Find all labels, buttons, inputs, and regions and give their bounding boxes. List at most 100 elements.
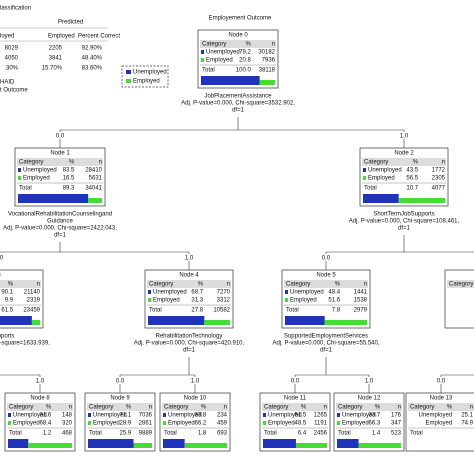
table-note: t Outcome — [0, 88, 28, 94]
node-cell: 34041 — [85, 186, 102, 192]
node-label: Node 12 — [358, 396, 381, 402]
employed-bar — [295, 443, 327, 448]
node-cell: Total — [364, 186, 377, 192]
node-cell: 68.7 — [191, 290, 203, 296]
node-cell: 693 — [217, 431, 228, 437]
node-header — [336, 403, 402, 411]
node-cell: 16.5 — [63, 176, 75, 182]
node-cell: 9.9 — [5, 298, 14, 304]
split-text: Adj. P-value=0.000, Chi-square=2422.043, — [3, 226, 117, 232]
column-header: % — [413, 160, 419, 166]
employed-bar — [358, 443, 401, 448]
category-swatch — [201, 50, 204, 54]
node-cell: 31.6 — [40, 413, 52, 419]
node-cell: 68.4 — [40, 421, 52, 427]
category-swatch — [285, 290, 288, 294]
node-cell: 23459 — [23, 308, 40, 314]
column-header: n — [324, 405, 327, 411]
node-cell: 1.4 — [372, 431, 381, 437]
column-header: Category — [19, 160, 43, 166]
table-cell: 2205 — [49, 46, 63, 52]
unemployed-bar — [263, 439, 296, 448]
node-cell: 6.4 — [298, 431, 307, 437]
node-header — [0, 280, 41, 288]
column-header: n — [69, 405, 72, 411]
node-header — [147, 280, 231, 288]
category-swatch — [337, 413, 340, 417]
table-header: Employed — [48, 34, 75, 40]
node-cell: 1265 — [314, 413, 328, 419]
branch-label-bg — [398, 132, 410, 139]
node-label: Node 9 — [110, 396, 130, 402]
node-cell: Employed — [13, 421, 40, 427]
category-swatch — [148, 290, 151, 294]
legend-label: Unemployed — [133, 70, 167, 76]
split-text: df=1 — [54, 233, 67, 239]
split-text: JobPlacementAssistance — [204, 94, 272, 100]
node-label: Node 4 — [179, 273, 199, 279]
node-cell: Employed — [426, 421, 453, 427]
table-header: Predicted — [58, 20, 83, 26]
node-cell: 523 — [391, 431, 402, 437]
node-cell: 31.3 — [191, 298, 203, 304]
category-swatch — [88, 421, 91, 425]
column-header: n — [224, 405, 227, 411]
category-swatch — [163, 413, 166, 417]
legend-swatch — [126, 70, 131, 74]
split-text: Adj. P-value=0.000, Chi-square=108.461, — [349, 219, 460, 225]
split-text: ShortTermJobSupports — [373, 212, 434, 218]
branch-label: 0.0 — [0, 256, 4, 262]
node-cell: 10.7 — [406, 186, 418, 192]
legend-box — [121, 65, 169, 88]
split-text: Guidance — [47, 219, 73, 225]
category-swatch — [8, 421, 11, 425]
split-text: Adj. P-value=0.000, Chi-square=3532.902, — [181, 101, 295, 107]
node-cell: 7.8 — [332, 308, 341, 314]
column-header: Category — [9, 405, 33, 411]
node-cell: 48.4 — [328, 290, 340, 296]
table-cell: 92.90% — [82, 46, 103, 52]
node-cell: 66.3 — [369, 421, 381, 427]
node-cell: 1.2 — [43, 431, 52, 437]
branch-label-bg — [189, 377, 201, 384]
node-cell: 2979 — [354, 308, 368, 314]
employed-bar — [88, 198, 102, 203]
node-cell: 148 — [62, 413, 73, 419]
column-header: % — [375, 405, 381, 411]
column-header: % — [335, 282, 341, 288]
node-cell: Total — [164, 431, 177, 437]
branch-label-bg — [0, 254, 5, 261]
node-box — [444, 269, 474, 329]
unemployed-bar — [163, 439, 185, 448]
column-header: Category — [264, 405, 288, 411]
column-header: Category — [164, 405, 188, 411]
node-cell: Employed — [23, 176, 50, 182]
node-cell: 320 — [62, 421, 73, 427]
node-cell: 9889 — [139, 431, 153, 437]
employed-bar — [28, 443, 73, 448]
branch-label: 0.0 — [322, 256, 331, 262]
column-header: n — [364, 282, 367, 288]
branch-label-bg — [34, 377, 46, 384]
table-note: HAID — [0, 80, 15, 86]
column-header: % — [69, 160, 75, 166]
unemployed-bar — [201, 76, 260, 85]
node-cell: 1191 — [314, 421, 328, 427]
legend-label: Employed — [133, 79, 160, 85]
column-header: Category — [89, 405, 113, 411]
node-cell: 30182 — [258, 50, 275, 56]
node-label: Node 8 — [30, 396, 50, 402]
node-cell: 21140 — [24, 290, 41, 296]
node-cell: 176 — [391, 413, 402, 419]
category-swatch — [263, 421, 266, 425]
category-swatch — [337, 421, 340, 425]
table-cell: 4050 — [5, 56, 19, 62]
table-cell: 8029 — [5, 46, 19, 52]
column-header: Category — [149, 282, 173, 288]
node-cell: Unemployed — [342, 413, 376, 419]
column-header: n — [227, 282, 230, 288]
column-header: % — [245, 42, 251, 48]
split-text: df=1 — [398, 226, 411, 232]
table-header: Percent Correct — [78, 34, 120, 40]
